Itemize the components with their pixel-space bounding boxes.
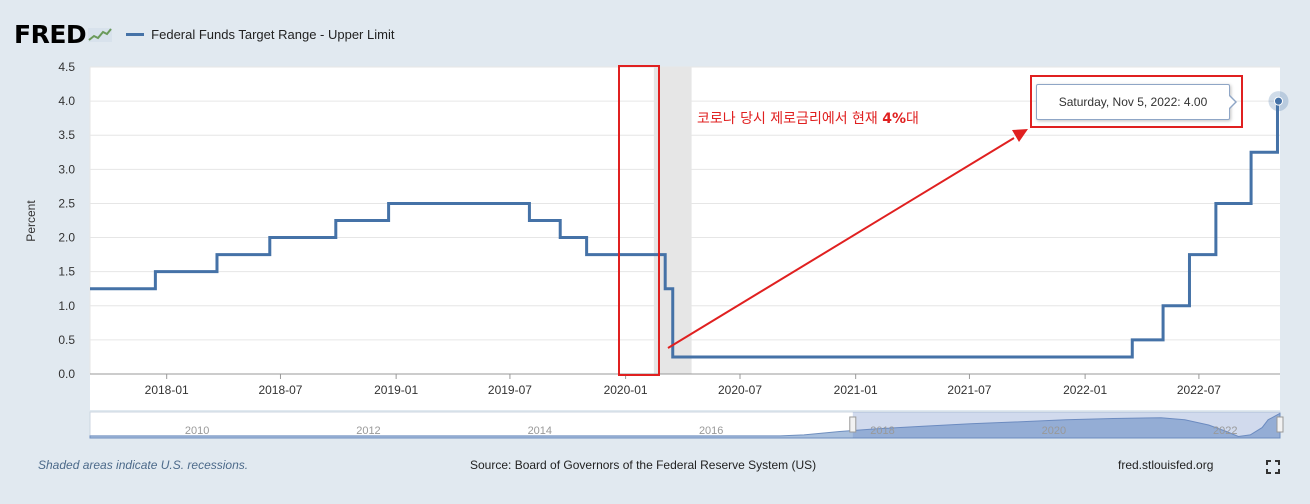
x-tick-label: 2021-01 [834, 383, 878, 397]
navigator-handle-left[interactable] [849, 416, 857, 433]
fullscreen-icon[interactable] [1266, 460, 1280, 474]
legend-label: Federal Funds Target Range - Upper Limit [151, 26, 395, 42]
navigator-label: 2022 [1213, 425, 1237, 437]
chart-header: FRED Federal Funds Target Range - Upper … [14, 18, 394, 50]
annotation-arrow-line [667, 137, 1015, 349]
data-tooltip: Saturday, Nov 5, 2022: 4.00 [1036, 84, 1230, 120]
y-tick-label: 2.5 [58, 196, 75, 210]
navigator-selection[interactable] [852, 412, 1280, 438]
source-note: Source: Board of Governors of the Federa… [470, 458, 817, 472]
x-tick-label: 2019-01 [374, 383, 418, 397]
y-axis-label: Percent [24, 200, 38, 242]
x-axis-background [90, 374, 1280, 410]
navigator-label: 2020 [1042, 425, 1066, 437]
tooltip-highlight-box [1030, 75, 1243, 128]
y-tick-label: 3.0 [58, 162, 75, 176]
y-tick-label: 0.5 [58, 333, 75, 347]
hover-point[interactable] [1273, 96, 1283, 106]
y-tick-label: 3.5 [58, 128, 75, 142]
x-tick-label: 2018-07 [258, 383, 302, 397]
y-tick-label: 4.0 [58, 94, 75, 108]
x-tick-label: 2020-01 [604, 383, 648, 397]
y-tick-label: 4.5 [58, 60, 75, 74]
fred-sparkline-icon [88, 28, 113, 42]
annotation-arrow-head [1012, 129, 1028, 142]
annotation-text: 코로나 당시 제로금리에서 현재 [697, 111, 883, 127]
korean-annotation: 코로나 당시 제로금리에서 현재 4%대 [697, 108, 919, 128]
legend-swatch [126, 32, 145, 36]
navigator-label: 2016 [699, 425, 723, 437]
navigator-handle-right[interactable] [1276, 416, 1284, 433]
navigator-label: 2018 [870, 425, 894, 437]
x-tick-label: 2022-01 [1063, 383, 1107, 397]
navigator-label: 2012 [356, 425, 380, 437]
annotation-suffix: 대 [906, 111, 919, 127]
y-tick-label: 2.0 [58, 231, 75, 245]
source-url-link[interactable]: fred.stlouisfed.org [1118, 458, 1214, 472]
x-tick-label: 2018-01 [145, 383, 189, 397]
navigator-label: 2014 [528, 425, 552, 437]
x-tick-label: 2021-07 [947, 383, 991, 397]
y-tick-label: 1.5 [58, 265, 75, 279]
covid-highlight-box [618, 65, 660, 376]
recession-note: Shaded areas indicate U.S. recessions. [38, 458, 249, 472]
y-tick-label: 0.0 [58, 367, 75, 381]
x-tick-label: 2020-07 [718, 383, 762, 397]
x-tick-label: 2019-07 [488, 383, 532, 397]
navigator-label: 2010 [185, 425, 209, 437]
tooltip-date: Saturday, Nov 5, 2022: [1058, 95, 1181, 109]
tooltip-value: 4.00 [1183, 95, 1208, 109]
y-tick-label: 1.0 [58, 299, 75, 313]
x-tick-label: 2022-07 [1177, 383, 1221, 397]
navigator-series [89, 412, 1281, 439]
annotation-bold: 4% [882, 111, 907, 127]
fred-logo[interactable]: FRED [14, 19, 87, 49]
series-line [90, 99, 1280, 359]
tooltip-arrow-inner [1228, 95, 1235, 109]
